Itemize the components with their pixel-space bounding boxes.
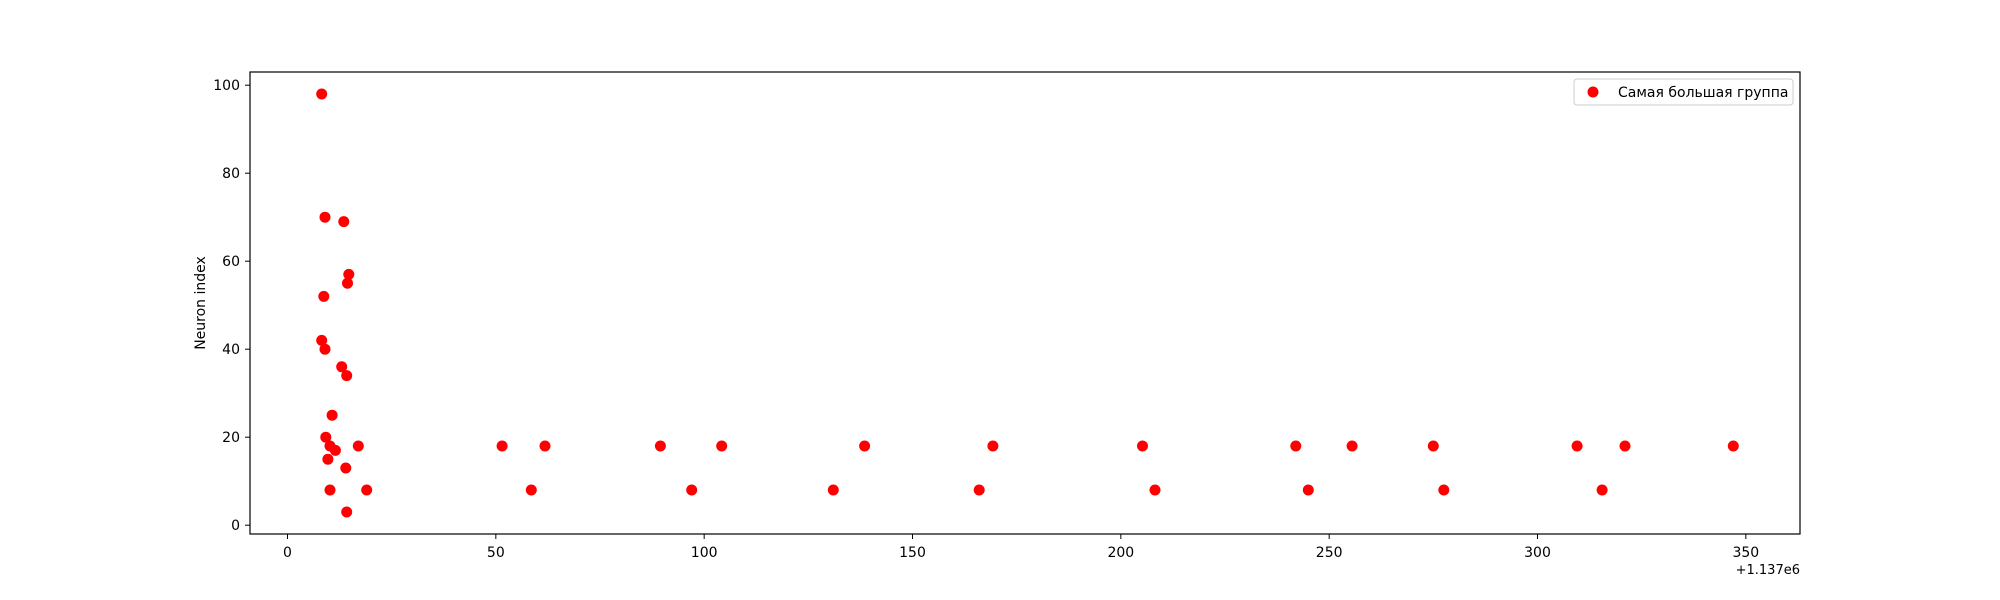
- data-point: [1302, 484, 1314, 496]
- x-axis: 0 50 100 150 200 250 300 350: [283, 534, 1759, 561]
- legend: Самая большая группа: [1573, 78, 1794, 106]
- data-point: [341, 370, 353, 382]
- legend-entry-label: Самая большая группа: [1618, 85, 1788, 101]
- data-point: [827, 484, 839, 496]
- data-point: [316, 88, 328, 100]
- plot-area-frame: [249, 71, 1801, 535]
- x-tick-label: 350: [1732, 545, 1759, 561]
- points-layer: [316, 88, 1739, 518]
- data-point: [654, 440, 666, 452]
- data-point: [1596, 484, 1608, 496]
- data-point: [1427, 440, 1439, 452]
- x-tick-label: 100: [691, 545, 718, 561]
- data-point: [318, 290, 330, 302]
- data-point: [343, 268, 355, 280]
- y-axis-label: Neuron index: [193, 256, 209, 350]
- data-point: [320, 431, 332, 443]
- data-point: [338, 216, 350, 228]
- y-tick-label: 20: [222, 430, 240, 446]
- data-point: [326, 409, 338, 421]
- x-tick-label: 0: [283, 545, 292, 561]
- data-point: [1727, 440, 1739, 452]
- y-tick-label: 60: [222, 254, 240, 270]
- x-tick-label: 50: [487, 545, 505, 561]
- data-point: [1571, 440, 1583, 452]
- data-point: [1346, 440, 1358, 452]
- data-point: [324, 484, 336, 496]
- x-axis-offset-label: +1.137e6: [1736, 563, 1800, 578]
- data-point: [329, 444, 341, 456]
- data-point: [1438, 484, 1450, 496]
- data-point: [525, 484, 537, 496]
- data-point: [319, 343, 331, 355]
- data-point: [322, 453, 334, 465]
- data-point: [987, 440, 999, 452]
- data-point: [340, 462, 352, 474]
- data-point: [316, 334, 328, 346]
- y-axis: 0 20 40 60 80 100: [213, 78, 250, 534]
- data-point: [341, 506, 353, 518]
- data-point: [336, 361, 348, 373]
- legend-marker: [1587, 86, 1599, 98]
- data-point: [361, 484, 373, 496]
- data-point: [1149, 484, 1161, 496]
- x-tick-label: 300: [1524, 545, 1551, 561]
- y-tick-label: 40: [222, 342, 240, 358]
- data-point: [686, 484, 698, 496]
- data-point: [716, 440, 728, 452]
- data-point: [539, 440, 551, 452]
- data-point: [496, 440, 508, 452]
- data-point: [319, 211, 331, 223]
- x-tick-label: 150: [899, 545, 926, 561]
- data-point: [1619, 440, 1631, 452]
- data-point: [859, 440, 871, 452]
- y-tick-label: 80: [222, 166, 240, 182]
- data-point: [973, 484, 985, 496]
- data-point: [1137, 440, 1148, 452]
- y-tick-label: 100: [213, 78, 240, 94]
- legend-frame: [1573, 78, 1794, 106]
- y-tick-label: 0: [231, 518, 240, 534]
- data-point: [1290, 440, 1302, 452]
- data-point: [342, 277, 353, 289]
- data-point: [352, 440, 364, 452]
- x-tick-label: 200: [1107, 545, 1134, 561]
- x-tick-label: 250: [1316, 545, 1343, 561]
